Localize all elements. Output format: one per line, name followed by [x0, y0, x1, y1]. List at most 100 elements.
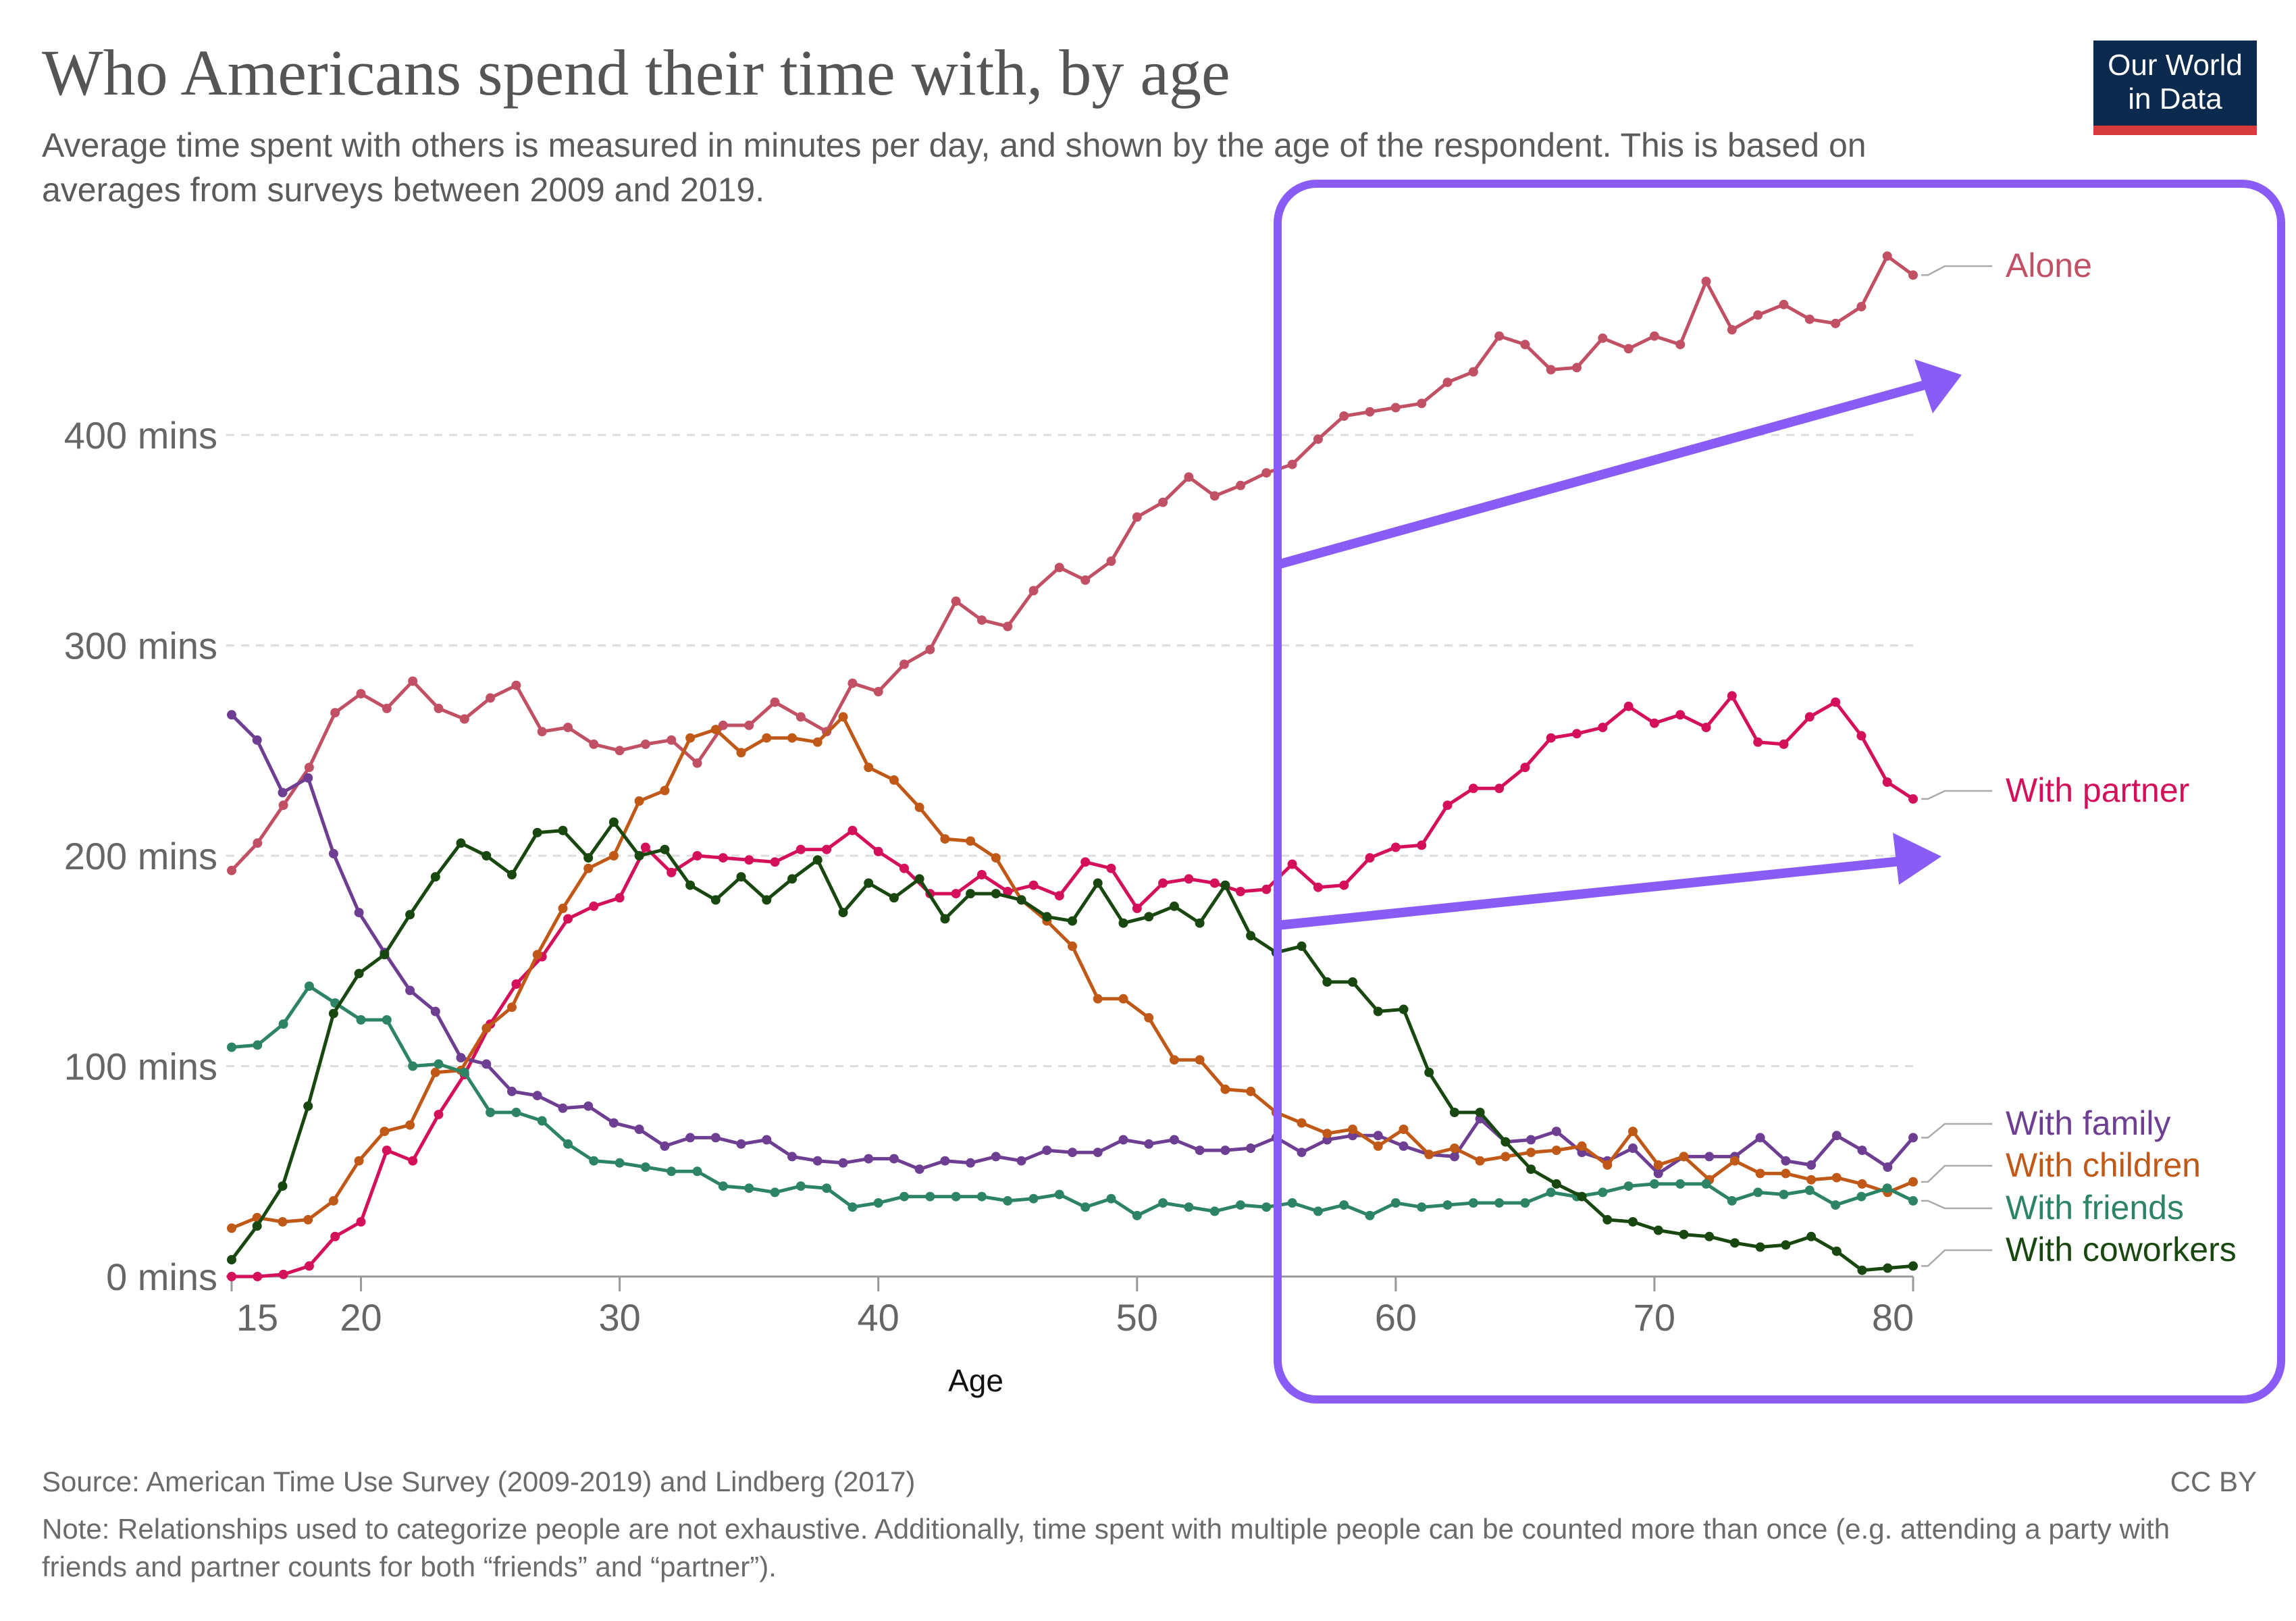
point-alone[interactable]: [951, 596, 961, 607]
point-alone[interactable]: [1468, 367, 1478, 377]
point-with-partner[interactable]: [1831, 697, 1841, 707]
point-with-family[interactable]: [1016, 1156, 1026, 1166]
point-alone[interactable]: [873, 687, 883, 696]
point-alone[interactable]: [1417, 398, 1427, 409]
point-with-friends[interactable]: [408, 1061, 418, 1071]
point-with-partner[interactable]: [1287, 859, 1297, 869]
point-with-friends[interactable]: [1106, 1193, 1116, 1204]
point-with-coworkers[interactable]: [430, 872, 440, 882]
point-alone[interactable]: [563, 723, 573, 732]
point-with-children[interactable]: [481, 1023, 492, 1033]
point-alone[interactable]: [1365, 407, 1375, 417]
point-with-friends[interactable]: [1520, 1198, 1530, 1208]
point-with-friends[interactable]: [1779, 1189, 1789, 1200]
point-with-friends[interactable]: [1623, 1181, 1634, 1191]
point-with-family[interactable]: [227, 710, 236, 720]
point-with-friends[interactable]: [1882, 1183, 1892, 1193]
point-with-coworkers[interactable]: [1068, 916, 1077, 926]
point-with-friends[interactable]: [822, 1183, 832, 1193]
point-with-family[interactable]: [838, 1158, 848, 1168]
point-with-coworkers[interactable]: [1220, 880, 1230, 890]
point-with-friends[interactable]: [459, 1067, 469, 1077]
point-with-children[interactable]: [685, 733, 696, 743]
point-alone[interactable]: [1546, 365, 1556, 375]
point-with-coworkers[interactable]: [1857, 1265, 1867, 1275]
point-with-coworkers[interactable]: [1831, 1246, 1842, 1256]
point-with-partner[interactable]: [1003, 887, 1013, 896]
point-with-coworkers[interactable]: [966, 889, 976, 899]
point-with-children[interactable]: [864, 763, 874, 773]
point-with-friends[interactable]: [356, 1015, 366, 1025]
point-alone[interactable]: [511, 680, 521, 690]
point-with-partner[interactable]: [1054, 891, 1064, 901]
point-with-partner[interactable]: [563, 914, 573, 924]
point-with-family[interactable]: [914, 1164, 924, 1175]
point-with-coworkers[interactable]: [354, 969, 364, 979]
point-with-partner[interactable]: [1882, 777, 1892, 787]
point-with-friends[interactable]: [304, 981, 314, 992]
point-with-partner[interactable]: [408, 1156, 418, 1166]
point-with-coworkers[interactable]: [1806, 1231, 1817, 1241]
point-with-partner[interactable]: [278, 1269, 288, 1279]
point-with-children[interactable]: [583, 863, 594, 873]
point-alone[interactable]: [1028, 586, 1039, 596]
point-with-children[interactable]: [1399, 1125, 1409, 1134]
point-with-children[interactable]: [914, 802, 924, 813]
point-with-friends[interactable]: [1080, 1202, 1091, 1212]
point-with-friends[interactable]: [1003, 1195, 1013, 1206]
point-with-children[interactable]: [1653, 1160, 1663, 1170]
point-with-friends[interactable]: [589, 1156, 599, 1166]
point-with-friends[interactable]: [1054, 1189, 1064, 1200]
point-with-children[interactable]: [1908, 1177, 1918, 1187]
point-with-children[interactable]: [1220, 1084, 1230, 1094]
point-alone[interactable]: [847, 678, 858, 688]
point-with-partner[interactable]: [1390, 842, 1401, 852]
label-with-coworkers[interactable]: With coworkers: [2006, 1231, 2237, 1268]
point-with-coworkers[interactable]: [1755, 1242, 1765, 1252]
point-with-friends[interactable]: [1804, 1185, 1815, 1195]
point-with-friends[interactable]: [1675, 1179, 1686, 1189]
point-with-children[interactable]: [1144, 1012, 1154, 1023]
point-with-partner[interactable]: [382, 1146, 392, 1156]
point-with-partner[interactable]: [227, 1272, 236, 1281]
point-with-partner[interactable]: [1675, 710, 1686, 720]
point-with-coworkers[interactable]: [1577, 1191, 1587, 1202]
point-with-coworkers[interactable]: [1475, 1108, 1485, 1117]
point-with-coworkers[interactable]: [1628, 1217, 1638, 1227]
line-with-friends[interactable]: [231, 984, 1914, 1218]
point-with-family[interactable]: [736, 1139, 746, 1149]
point-with-family[interactable]: [1857, 1146, 1867, 1156]
point-with-family[interactable]: [889, 1154, 899, 1164]
point-with-friends[interactable]: [770, 1187, 780, 1198]
point-with-family[interactable]: [328, 848, 338, 858]
point-with-family[interactable]: [1169, 1135, 1179, 1145]
point-with-partner[interactable]: [822, 844, 832, 854]
point-with-family[interactable]: [1831, 1131, 1842, 1141]
point-with-friends[interactable]: [1209, 1206, 1220, 1216]
point-alone[interactable]: [640, 739, 650, 749]
point-with-family[interactable]: [1755, 1133, 1765, 1143]
point-with-children[interactable]: [1501, 1152, 1511, 1162]
point-with-coworkers[interactable]: [1551, 1179, 1561, 1189]
point-with-children[interactable]: [1297, 1118, 1307, 1128]
point-with-family[interactable]: [787, 1152, 797, 1162]
point-with-family[interactable]: [1144, 1139, 1154, 1149]
point-with-children[interactable]: [532, 950, 542, 960]
point-with-children[interactable]: [278, 1217, 288, 1227]
point-with-coworkers[interactable]: [303, 1101, 313, 1111]
point-with-children[interactable]: [1755, 1168, 1765, 1179]
point-with-partner[interactable]: [1598, 723, 1608, 732]
point-with-children[interactable]: [1806, 1175, 1817, 1185]
point-with-coworkers[interactable]: [1195, 918, 1205, 928]
point-with-children[interactable]: [1118, 994, 1128, 1004]
point-alone[interactable]: [1209, 491, 1220, 501]
point-alone[interactable]: [770, 697, 780, 707]
point-with-family[interactable]: [1628, 1143, 1638, 1153]
point-with-friends[interactable]: [1598, 1187, 1608, 1198]
point-with-friends[interactable]: [434, 1059, 444, 1069]
point-with-family[interactable]: [278, 788, 288, 798]
point-with-family[interactable]: [1246, 1143, 1256, 1153]
point-with-children[interactable]: [1857, 1179, 1867, 1189]
point-alone[interactable]: [1572, 363, 1582, 373]
point-with-coworkers[interactable]: [940, 914, 950, 924]
